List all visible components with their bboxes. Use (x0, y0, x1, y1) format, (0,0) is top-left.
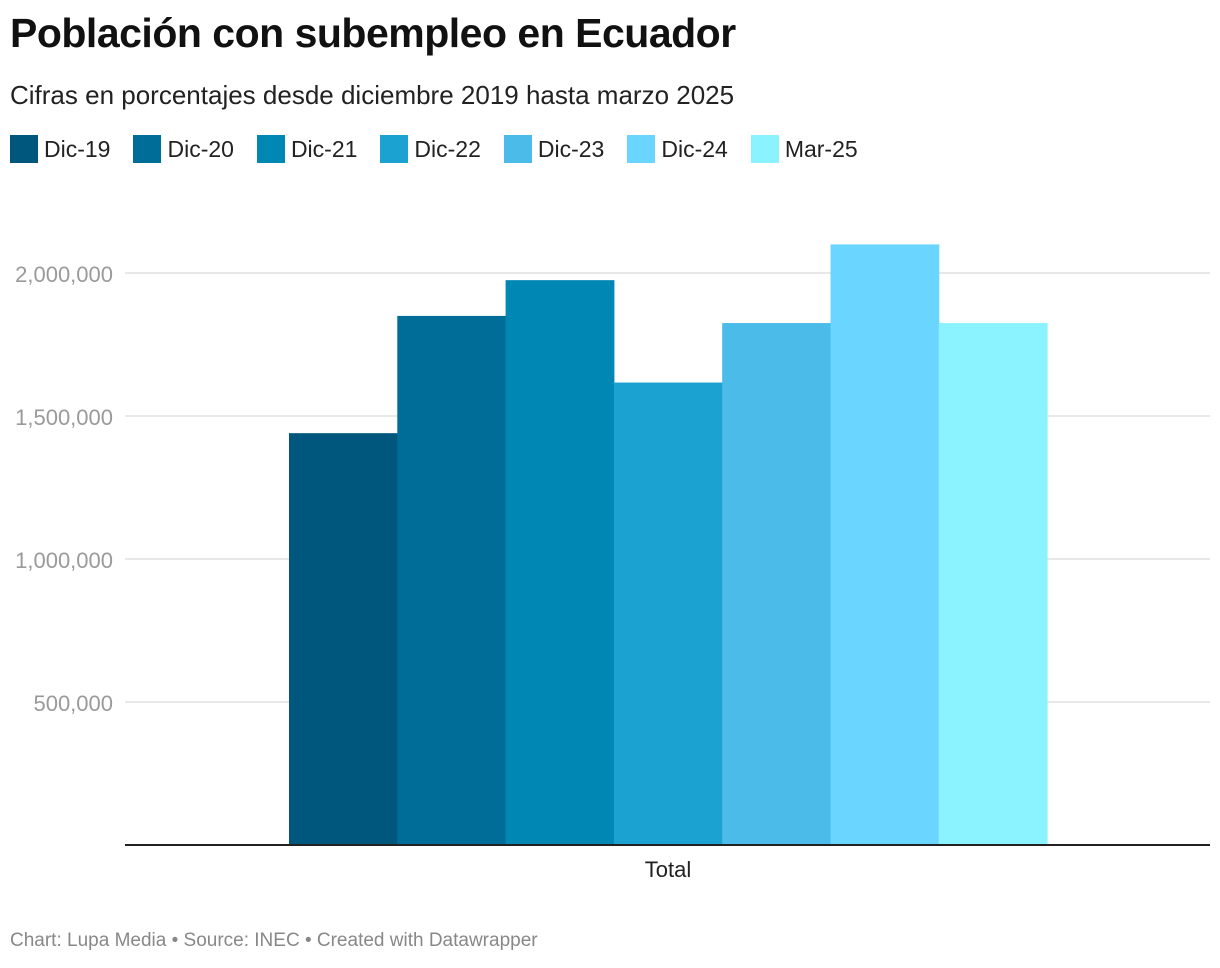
bar-dic-22 (613, 382, 723, 845)
bar-mar-25 (938, 323, 1048, 845)
chart-title: Población con subempleo en Ecuador (10, 10, 736, 56)
legend-label: Dic-23 (537, 135, 605, 162)
legend-item-dic-19: Dic-19 (10, 135, 110, 163)
bar-dic-24 (830, 244, 940, 845)
legend-label: Dic-21 (290, 135, 358, 162)
legend-item-dic-23: Dic-23 (503, 135, 605, 163)
chart-legend: Dic-19 Dic-20 Dic-21 Dic-22 Dic-23 Dic-24 Mar-… (10, 135, 881, 163)
legend-swatch (133, 135, 162, 163)
legend-item-mar-25: Mar-25 (750, 135, 858, 163)
y-tick-label: 500,000 (33, 691, 113, 716)
legend-label: Dic-24 (661, 135, 728, 162)
legend-swatch (10, 135, 38, 163)
legend-swatch (750, 135, 779, 163)
legend-label: Mar-25 (784, 135, 858, 162)
legend-item-dic-24: Dic-24 (627, 135, 728, 163)
chart-footer: Chart: Lupa Media • Source: INEC • Creat… (10, 930, 538, 951)
legend-item-dic-21: Dic-21 (256, 135, 358, 163)
legend-label: Dic-20 (167, 135, 234, 162)
chart-subtitle: Cifras en porcentajes desde diciembre 20… (10, 80, 735, 110)
bar-dic-23 (722, 323, 831, 845)
y-tick-label: 1,000,000 (15, 548, 113, 573)
legend-item-dic-22: Dic-22 (380, 135, 481, 163)
legend-swatch (503, 135, 532, 163)
bar-dic-20 (397, 315, 507, 845)
legend-swatch (256, 135, 285, 163)
y-tick-label: 1,500,000 (15, 405, 113, 430)
bar-dic-21 (505, 280, 615, 845)
x-category-label: Total (645, 857, 691, 882)
legend-swatch (627, 135, 656, 163)
bar-dic-19 (289, 433, 398, 845)
legend-item-dic-20: Dic-20 (133, 135, 234, 163)
legend-label: Dic-19 (44, 135, 111, 162)
legend-label: Dic-22 (414, 135, 481, 162)
legend-swatch (380, 135, 409, 163)
y-tick-label: 2,000,000 (15, 262, 113, 287)
